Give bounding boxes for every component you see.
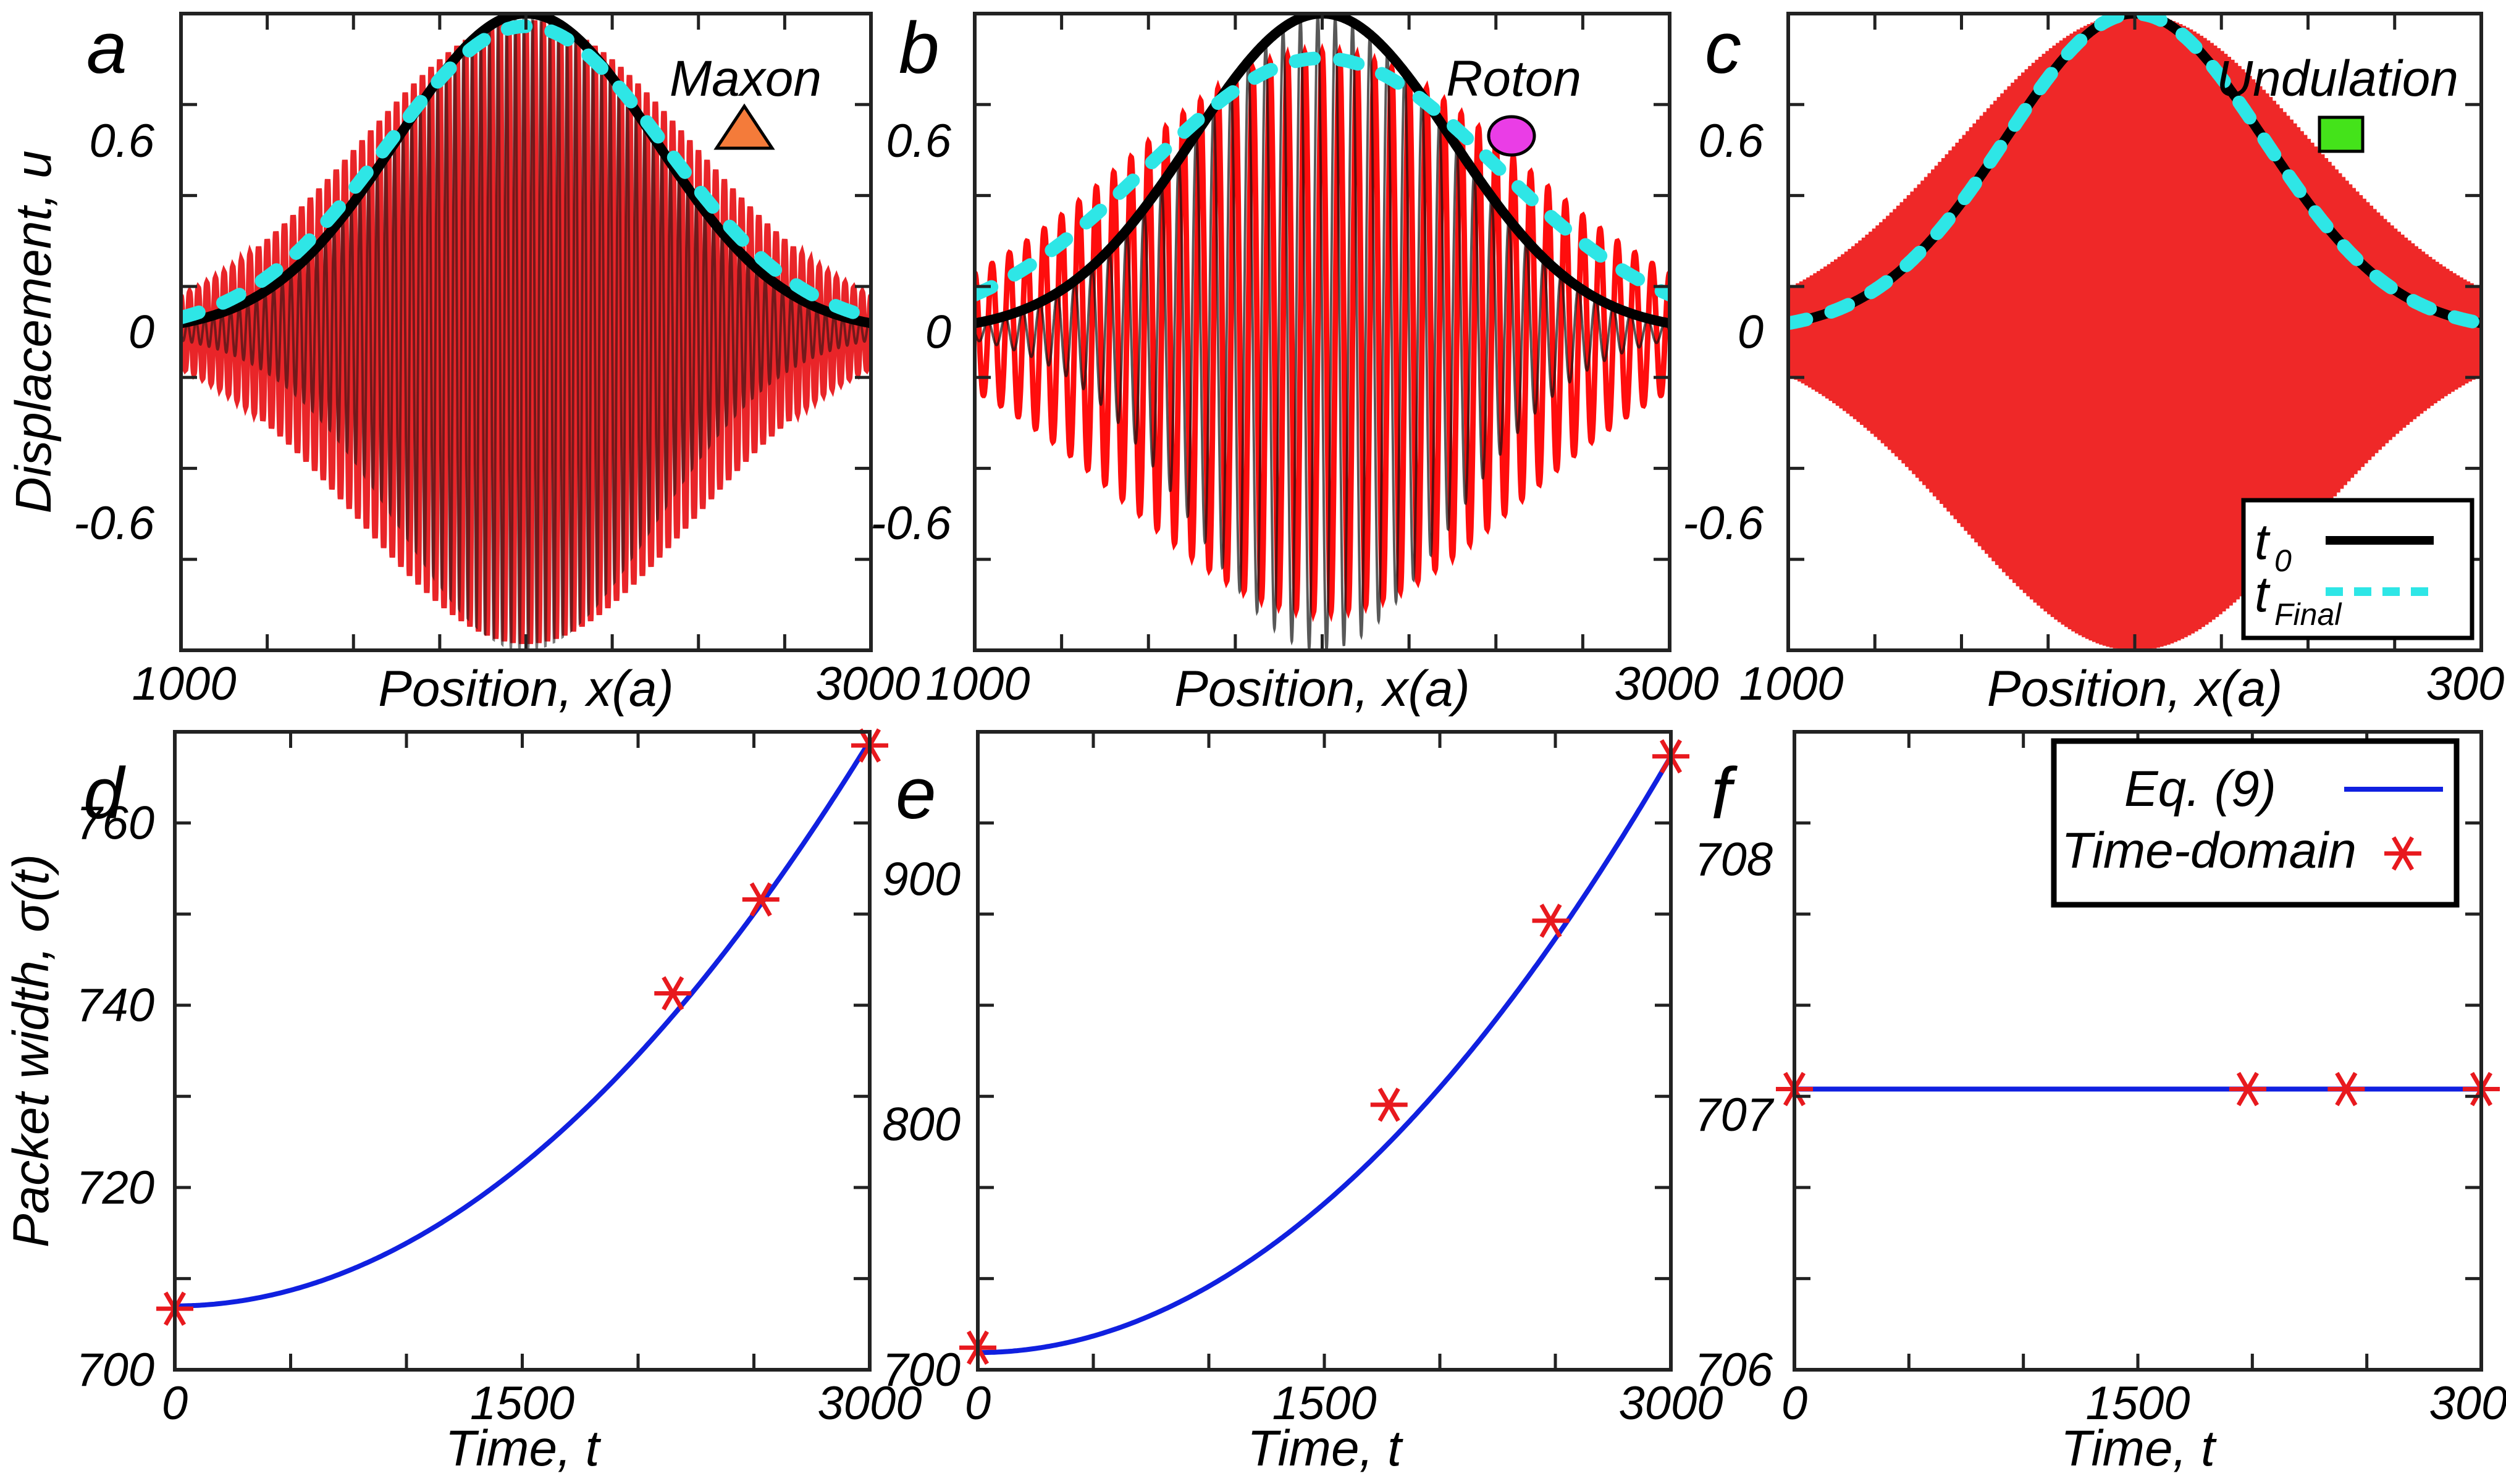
panel-letter: f — [1711, 753, 1738, 834]
x-axis-label: Time, t — [2061, 1420, 2217, 1477]
time-domain-point — [1370, 1088, 1408, 1122]
y-axis-label: Displacement, u — [6, 151, 62, 514]
y-axis-label: Packet width, σ(t) — [3, 854, 59, 1247]
x-tick-label: 0 — [1781, 1377, 1807, 1430]
legend-label: Eq. (9) — [2124, 761, 2276, 817]
y-tick-label: 707 — [1694, 1089, 1775, 1141]
legend-box — [2051, 738, 2460, 908]
legend-label: t — [2255, 566, 2271, 623]
series-oscillation — [975, 43, 1670, 623]
panel-c: Undulation 1000 3000 -0.6 0 0.6 Position, x(a)… — [1683, 7, 2506, 717]
y-tick-label: 706 — [1694, 1344, 1773, 1396]
time-domain-point — [742, 882, 780, 917]
panel-e: 0 1500 3000 700 800 900 Time, t e — [882, 730, 1723, 1477]
legend-time: t 0t Final — [2241, 498, 2474, 640]
series-eq9-line — [175, 739, 872, 1309]
time-domain-point — [654, 976, 692, 1011]
series-t-final — [975, 51, 1670, 302]
time-domain-point — [2327, 1071, 2365, 1107]
mode-label: Roton — [1446, 51, 1581, 107]
series-oscillation — [1788, 14, 2481, 650]
series-oscillation-t0 — [975, 14, 1670, 650]
y-tick-label: 800 — [882, 1099, 961, 1151]
panel-f: 0 1500 3000 706 707 708 Time, t f Eq. (9) Time-do… — [1694, 730, 2506, 1477]
time-domain-point — [1532, 903, 1570, 938]
y-tick-label: 900 — [882, 853, 961, 905]
x-tick-label: 3000 — [1614, 658, 1718, 710]
y-tick-label: 0 — [128, 306, 154, 359]
square-marker-icon — [2318, 115, 2365, 153]
x-axis-label: Position, x(a) — [1987, 661, 2283, 717]
y-tick-label: -0.6 — [74, 497, 155, 550]
y-tick-label: 0 — [925, 306, 951, 359]
x-axis-label: Position, x(a) — [378, 661, 674, 717]
plot-area — [975, 14, 1670, 650]
x-axis-label: Time, t — [445, 1420, 602, 1477]
axes-frame — [173, 730, 872, 1372]
axes-frame — [976, 730, 1673, 1372]
mode-label: Undulation — [2216, 51, 2458, 107]
x-tick-label: 1500 — [1272, 1377, 1376, 1430]
y-tick-label: 740 — [76, 979, 154, 1032]
series-t0 — [181, 14, 871, 329]
x-tick-label: 1000 — [132, 658, 236, 710]
y-tick-label: 0.6 — [886, 115, 951, 167]
x-tick-label: 1000 — [1739, 658, 1843, 710]
plot-area — [1788, 14, 2481, 650]
x-tick-label: 3000 — [817, 1377, 922, 1430]
y-tick-label: 700 — [882, 1344, 961, 1396]
series-t0 — [975, 14, 1670, 329]
y-tick-label: 700 — [76, 1344, 154, 1396]
panel-letter: c — [1705, 7, 1741, 89]
panel-b: Roton 1000 3000 -0.6 0 0.6 Position, x(a) b — [870, 7, 1719, 717]
x-tick-label: 3000 — [815, 658, 920, 710]
x-tick-label: 1500 — [470, 1377, 574, 1430]
triangle-marker-icon — [713, 103, 775, 150]
x-tick-label: 3000 — [2429, 1377, 2506, 1430]
y-tick-label: 720 — [76, 1162, 154, 1214]
legend-label: t — [2255, 514, 2271, 570]
legend-label: Time-domain — [2061, 823, 2357, 879]
x-axis-label: Time, t — [1247, 1420, 1403, 1477]
legend-sub: 0 — [2274, 543, 2292, 578]
y-tick-label: 708 — [1694, 834, 1773, 886]
x-tick-label: 1000 — [925, 658, 1030, 710]
series-t-final — [1788, 14, 2481, 330]
panel-letter: e — [896, 753, 936, 834]
asterisk-icon — [2384, 836, 2421, 871]
x-tick-label: 0 — [162, 1377, 188, 1430]
y-tick-label: 0 — [1738, 306, 1764, 359]
ellipse-marker-icon — [1487, 115, 1536, 157]
mode-label: Maxon — [670, 51, 822, 107]
panel-letter: a — [86, 7, 127, 89]
x-tick-label: 1500 — [2085, 1377, 2190, 1430]
x-tick-label: 3000 — [2426, 658, 2506, 710]
panel-letter: d — [83, 753, 126, 834]
x-tick-label: 3000 — [1618, 1377, 1723, 1430]
y-tick-label: -0.6 — [1683, 497, 1764, 550]
y-tick-label: 760 — [76, 797, 154, 850]
panel-letter: b — [899, 7, 940, 89]
y-tick-label: 0.6 — [89, 115, 154, 167]
x-tick-label: 0 — [965, 1377, 991, 1430]
panel-a: Maxon 1000 3000 -0.6 0 0.6 Position, x(a) Displ… — [6, 7, 920, 717]
y-tick-label: 0.6 — [1698, 115, 1764, 167]
y-tick-label: -0.6 — [870, 497, 952, 550]
plot-area — [181, 14, 871, 650]
panel-d: 0 1500 3000 700 720 740 760 Time, t Packet width… — [3, 728, 922, 1477]
legend-methods: Eq. (9) Time-domain — [2051, 738, 2460, 908]
legend-box — [2241, 498, 2474, 640]
legend-sub: Final — [2274, 597, 2342, 632]
time-domain-point — [2229, 1071, 2266, 1107]
x-axis-label: Position, x(a) — [1174, 661, 1470, 717]
series-eq9-line — [978, 755, 1673, 1356]
series-oscillation-t0 — [181, 14, 871, 650]
